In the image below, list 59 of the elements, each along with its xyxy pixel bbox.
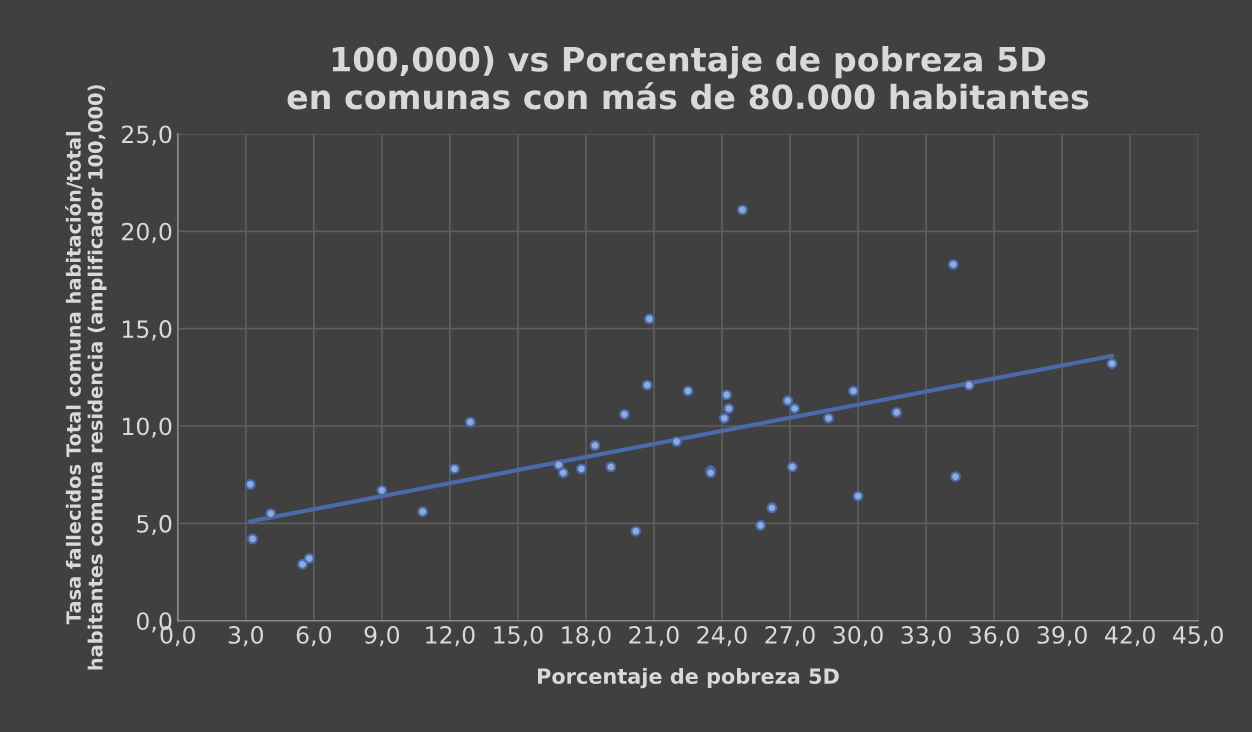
point: [303, 553, 315, 564]
point: [605, 461, 617, 473]
point: [575, 463, 587, 475]
point: [619, 408, 630, 420]
x-tick-label: 45,0: [1173, 626, 1223, 647]
x-tick-label: 3,0: [228, 626, 264, 647]
x-tick-label: 42,0: [1105, 626, 1155, 647]
x-axis-title: Porcentaje de pobreza 5D: [538, 667, 839, 689]
point: [448, 463, 460, 475]
point: [736, 204, 748, 216]
chart-title: 100,000) vs Porcentaje de pobreza 5D en comunas con más de 80.000 habitantes: [287, 46, 1089, 110]
point: [297, 558, 308, 570]
point: [641, 379, 653, 391]
point: [721, 389, 732, 401]
point: [557, 467, 569, 479]
point: [766, 502, 778, 514]
point: [963, 379, 975, 391]
point: [947, 258, 959, 270]
y-tick-label: 10,0: [122, 417, 172, 438]
point: [891, 406, 903, 418]
point: [244, 479, 256, 490]
x-tick-label: 6,0: [296, 626, 332, 647]
point: [589, 440, 601, 451]
point: [723, 403, 735, 414]
point: [950, 471, 961, 483]
point: [848, 385, 859, 397]
x-tick-label: 15,0: [494, 626, 543, 647]
point: [718, 412, 730, 424]
point: [630, 525, 642, 537]
point: [755, 519, 766, 531]
x-tick-label: 9,0: [364, 626, 400, 647]
y-tick-label: 15,0: [122, 320, 172, 341]
x-tick-label: 39,0: [1037, 626, 1087, 647]
point: [643, 313, 655, 325]
x-tick-label: 21,0: [629, 626, 679, 647]
x-tick-label: 12,0: [426, 626, 475, 647]
point: [553, 459, 565, 471]
point: [786, 461, 798, 473]
point: [1106, 358, 1118, 370]
x-tick-label: 30,0: [833, 626, 883, 647]
y-tick-label: 5,0: [137, 514, 172, 536]
x-tick-label: 18,0: [562, 626, 611, 647]
point: [247, 533, 259, 545]
point: [417, 506, 429, 518]
x-tick-label: 36,0: [969, 626, 1019, 647]
x-tick-label: 24,0: [697, 626, 747, 647]
y-tick-label: 20,0: [122, 222, 172, 244]
point: [464, 416, 476, 428]
point: [671, 436, 683, 448]
x-tick-label: 33,0: [901, 626, 951, 647]
y-tick-label: 25,0: [122, 125, 172, 146]
point: [376, 484, 388, 496]
x-tick-label: 27,0: [765, 626, 815, 647]
point: [682, 385, 694, 397]
point: [789, 403, 800, 414]
point: [823, 412, 834, 424]
y-axis-title: Tasa fallecidos Total comuna habitación/total habitantes comuna residencia (amplificador 100,000): [65, 85, 107, 670]
point: [852, 490, 864, 502]
point: [782, 395, 794, 407]
